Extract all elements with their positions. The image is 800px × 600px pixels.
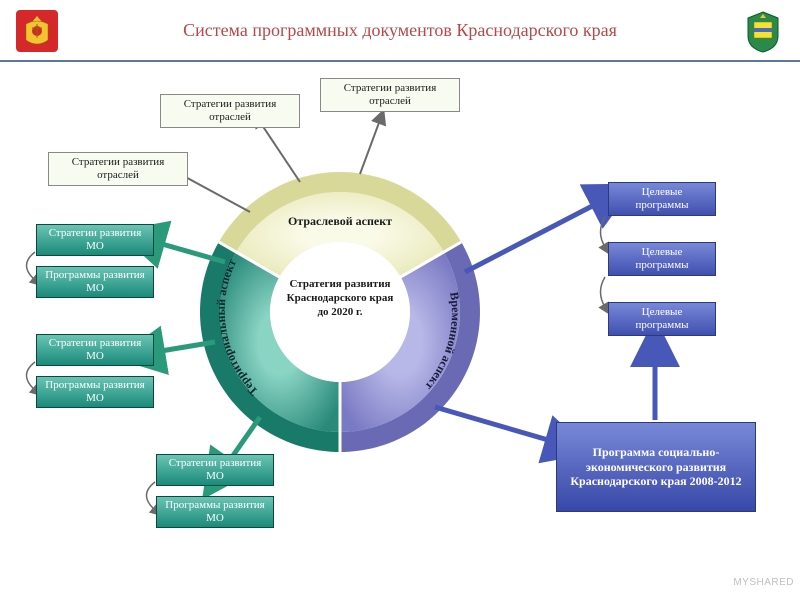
box-mo-strategy-1: Стратегии развития МО xyxy=(36,224,154,256)
box-socioeconomic-program: Программа социально-экономического разви… xyxy=(556,422,756,512)
sector-left-label: Территориальный аспект xyxy=(214,257,261,399)
box-branch-strategy-3: Стратегии развития отраслей xyxy=(48,152,188,186)
box-branch-strategy-2: Стратегии развития отраслей xyxy=(320,78,460,112)
center-strategy-text: Стратегия развития Краснодарского края д… xyxy=(282,278,398,319)
box-mo-program-3: Программы развития МО xyxy=(156,496,274,528)
box-branch-strategy-1: Стратегии развития отраслей xyxy=(160,94,300,128)
sector-top-label: Отраслевой аспект xyxy=(270,214,410,229)
emblem-left xyxy=(12,6,62,56)
box-mo-program-1: Программы развития МО xyxy=(36,266,154,298)
box-mo-strategy-2: Стратегии развития МО xyxy=(36,334,154,366)
svg-text:Временной аспект: Временной аспект xyxy=(423,291,463,393)
sector-right-label: Временной аспект xyxy=(423,291,463,393)
watermark: MYSHARED xyxy=(733,577,794,588)
box-mo-program-2: Программы развития МО xyxy=(36,376,154,408)
box-target-program-3: Целевые программы xyxy=(608,302,716,336)
page-title: Система программных документов Краснодар… xyxy=(62,20,738,42)
svg-text:Территориальный аспект: Территориальный аспект xyxy=(214,257,261,399)
header: Система программных документов Краснодар… xyxy=(0,0,800,62)
box-target-program-1: Целевые программы xyxy=(608,182,716,216)
diagram-canvas: Территориальный аспект Временной аспект … xyxy=(0,62,800,592)
box-mo-strategy-3: Стратегии развития МО xyxy=(156,454,274,486)
box-target-program-2: Целевые программы xyxy=(608,242,716,276)
emblem-right xyxy=(738,6,788,56)
